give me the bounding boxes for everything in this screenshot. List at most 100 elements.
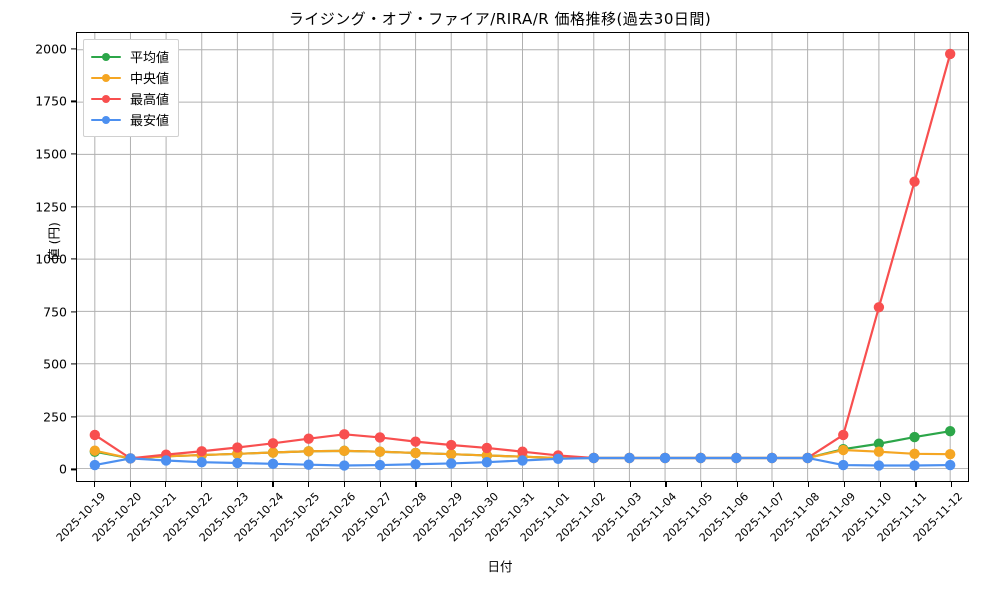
data-point <box>446 449 457 460</box>
data-point <box>410 459 421 470</box>
data-point <box>552 453 564 464</box>
x-tick-mark <box>701 482 703 487</box>
data-point <box>944 459 956 471</box>
data-point <box>125 453 136 464</box>
y-tick-label: 1500 <box>35 146 67 162</box>
data-point <box>232 442 243 453</box>
data-point <box>410 447 421 459</box>
legend-dot-icon <box>102 115 110 124</box>
y-tick-mark <box>71 311 76 313</box>
data-point <box>267 458 279 470</box>
y-tick-mark <box>71 205 76 208</box>
legend-dot-icon <box>102 94 110 103</box>
legend-label: 平均値 <box>130 51 170 66</box>
data-point <box>160 455 172 466</box>
x-tick-mark <box>415 482 417 487</box>
x-tick-mark <box>593 482 596 487</box>
x-tick-mark <box>665 482 667 487</box>
data-point <box>267 438 279 449</box>
data-point <box>838 429 849 441</box>
data-point <box>766 452 778 464</box>
data-point <box>838 459 849 471</box>
data-point <box>873 446 885 457</box>
plot-area <box>76 32 969 482</box>
legend-label: 中央値 <box>130 72 170 87</box>
legend-label: 最安値 <box>130 114 170 129</box>
data-point <box>838 444 849 456</box>
legend-label: 最高値 <box>130 93 170 108</box>
data-point <box>588 452 599 464</box>
data-point <box>873 460 885 471</box>
data-point <box>624 452 635 464</box>
x-tick-mark <box>736 482 738 487</box>
y-tick-label: 1750 <box>35 93 67 109</box>
data-point <box>410 436 421 447</box>
legend-marker-icon <box>91 93 121 105</box>
data-point <box>374 446 386 457</box>
y-tick-label: 500 <box>43 356 67 372</box>
y-tick-mark <box>71 363 76 365</box>
data-point <box>517 446 528 457</box>
data-point <box>873 438 885 449</box>
x-tick-mark <box>808 482 810 487</box>
x-tick-mark <box>379 482 381 487</box>
series-line-2 <box>93 52 952 460</box>
legend-marker-icon <box>91 114 121 126</box>
x-tick-mark <box>915 482 917 487</box>
data-layer <box>89 48 956 471</box>
y-tick-mark <box>71 100 76 102</box>
y-tick-mark <box>71 416 76 418</box>
y-tick-mark <box>71 153 76 155</box>
data-point <box>909 460 920 471</box>
data-point <box>909 176 920 187</box>
data-point <box>303 433 314 444</box>
x-tick-mark <box>451 482 453 487</box>
chart-legend: 平均値中央値最高値最安値 <box>83 39 180 137</box>
data-point <box>196 446 207 457</box>
legend-marker-icon <box>91 72 121 84</box>
y-tick-label: 1000 <box>35 251 67 267</box>
data-point <box>339 445 350 457</box>
x-tick-mark <box>308 482 310 487</box>
data-point <box>374 459 386 471</box>
legend-marker-icon <box>91 51 121 63</box>
legend-dot-icon <box>102 73 110 82</box>
y-tick-label: 750 <box>43 304 67 320</box>
x-axis: 2025-10-19 2025-10-20 2025-10-21 2025-10-22… <box>54 482 969 582</box>
data-point <box>339 460 350 471</box>
data-point <box>339 429 350 440</box>
data-point <box>232 457 243 469</box>
data-point <box>446 439 457 451</box>
x-axis-label: 日付 <box>487 559 513 574</box>
legend-dot-icon <box>102 52 110 61</box>
data-point <box>695 452 706 464</box>
y-tick-mark <box>71 468 76 470</box>
data-point <box>731 452 742 464</box>
y-tick-label: 0 <box>59 461 67 477</box>
legend-item[interactable]: 中央値 <box>91 67 169 88</box>
data-point <box>659 452 671 464</box>
x-tick-mark <box>558 482 560 487</box>
data-point <box>944 425 956 437</box>
x-tick-mark <box>522 482 524 487</box>
data-point <box>303 459 314 470</box>
legend-item[interactable]: 最安値 <box>91 109 169 130</box>
data-point <box>481 442 493 454</box>
x-tick-mark <box>201 482 203 487</box>
data-point <box>267 447 279 458</box>
legend-item[interactable]: 平均値 <box>91 46 169 67</box>
legend-item[interactable]: 最高値 <box>91 88 169 109</box>
x-tick-mark <box>486 482 488 487</box>
x-tick-mark <box>93 482 96 487</box>
x-tick-mark <box>629 482 631 487</box>
x-tick-mark <box>129 482 131 487</box>
data-point <box>89 429 101 441</box>
y-axis-label: 値 (円) <box>46 222 62 261</box>
data-point <box>802 452 813 464</box>
data-point <box>303 446 314 457</box>
x-tick-mark <box>843 482 846 487</box>
y-tick-mark <box>71 48 76 50</box>
data-point <box>374 432 386 443</box>
data-point <box>909 431 920 443</box>
